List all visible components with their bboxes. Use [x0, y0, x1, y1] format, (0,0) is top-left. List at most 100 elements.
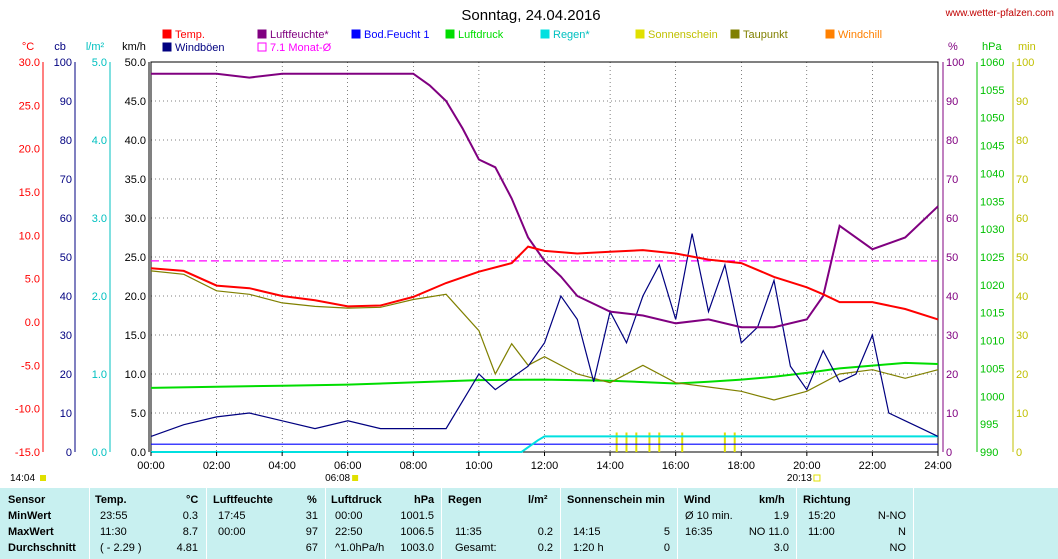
- series-line-windb-en: [150, 233, 939, 437]
- stats-cell-temp-val: 0.3: [182, 510, 198, 522]
- axis-tick-right: 20: [1016, 369, 1028, 381]
- axis-tick-left: 0: [66, 447, 72, 459]
- axis-tick-left: 10.0: [19, 230, 40, 242]
- axis-tick-right: 990: [980, 447, 998, 459]
- stats-header-temp: Temp.: [95, 494, 127, 506]
- stats-header-wind-unit: km/h: [759, 494, 785, 506]
- axis-tick-left: 100: [54, 57, 72, 69]
- axis-tick-right: 0: [946, 447, 952, 459]
- stats-cell-temp-time: 23:55: [100, 510, 128, 522]
- stats-cell-sun-val: 5: [663, 526, 670, 538]
- chart-title: Sonntag, 24.04.2016: [461, 7, 600, 24]
- sunshine-bar: [648, 432, 651, 452]
- axis-tick-left: 35.0: [125, 174, 146, 186]
- axis-tick-right: 50: [946, 252, 958, 264]
- stats-header-hum: Luftfeuchte: [213, 494, 273, 506]
- x-tick-label: 12:00: [531, 460, 559, 472]
- axis-tick-left: 20.0: [19, 144, 40, 156]
- axis-tick-left: -5.0: [21, 360, 40, 372]
- axis-tick-left: 90: [60, 96, 72, 108]
- axis-tick-left: 25.0: [19, 100, 40, 112]
- legend-swatch: [351, 29, 361, 39]
- axis-tick-right: 80: [946, 135, 958, 147]
- legend-swatch: [257, 42, 267, 52]
- legend-swatch: [540, 29, 550, 39]
- axis-tick-right: 1045: [980, 141, 1004, 153]
- axis-tick-right: 30: [946, 330, 958, 342]
- x-tick-label: 00:00: [137, 460, 165, 472]
- sunrise-icon: [352, 475, 359, 481]
- axis-tick-left: 50.0: [125, 57, 146, 69]
- axis-tick-right: 995: [980, 419, 998, 431]
- axis-tick-right: 1060: [980, 57, 1004, 69]
- legend-swatch: [257, 29, 267, 39]
- stats-cell-press-time: ^1.0hPa/h: [335, 542, 385, 554]
- legend-label: Luftfeuchte*: [270, 29, 329, 41]
- axis-tick-left: 3.0: [92, 213, 107, 225]
- stats-cell-dir-val: N-NO: [877, 510, 906, 522]
- axis-tick-right: 70: [1016, 174, 1028, 186]
- axis-tick-left: 15.0: [125, 330, 146, 342]
- stats-cell-temp-time: 11:30: [100, 526, 127, 538]
- sunset-label: 20:13: [787, 473, 812, 484]
- axis-tick-left: 60: [60, 213, 72, 225]
- axis-tick-left: 0.0: [25, 317, 40, 329]
- axis-tick-right: 90: [946, 96, 958, 108]
- axis-tick-right: 50: [1016, 252, 1028, 264]
- stats-header-press: Luftdruck: [331, 494, 382, 506]
- axis-tick-left: 25.0: [125, 252, 146, 264]
- axis-tick-left: 20.0: [125, 291, 146, 303]
- x-tick-label: 16:00: [662, 460, 690, 472]
- axis-tick-right: 100: [946, 57, 964, 69]
- legend-swatch: [445, 29, 455, 39]
- stats-header-hum-unit: %: [307, 494, 317, 506]
- axis-unit-left: °C: [22, 41, 34, 53]
- axis-tick-left: 0.0: [131, 447, 146, 459]
- legend-label: Luftdruck: [458, 29, 504, 41]
- website-label[interactable]: www.wetter-pfalzen.com: [945, 8, 1054, 19]
- axis-tick-left: -10.0: [15, 404, 40, 416]
- stats-cell-label: Durchschnitt: [8, 542, 76, 554]
- stats-cell-rain-time: 11:35: [455, 526, 482, 538]
- stats-cell-hum-time: 00:00: [218, 526, 246, 538]
- weather-chart: Sonntag, 24.04.2016 www.wetter-pfalzen.c…: [10, 7, 1054, 484]
- axis-tick-right: 1015: [980, 308, 1004, 320]
- legend-label: Windböen: [175, 42, 225, 54]
- axis-tick-right: 20: [946, 369, 958, 381]
- stats-header-dir: Richtung: [803, 494, 851, 506]
- axis-tick-right: 1035: [980, 196, 1004, 208]
- stats-cell-rain-val: 0.2: [537, 526, 553, 538]
- axis-tick-right: 40: [1016, 291, 1028, 303]
- axis-tick-right: 0: [1016, 447, 1022, 459]
- stats-cell-press-time: 00:00: [335, 510, 363, 522]
- legend-swatch: [162, 29, 172, 39]
- sunshine-bar: [615, 432, 618, 452]
- x-tick-label: 08:00: [400, 460, 428, 472]
- stats-cell-wind-val: 3.0: [773, 542, 789, 554]
- x-tick-label: 02:00: [203, 460, 231, 472]
- x-tick-label: 20:00: [793, 460, 821, 472]
- axis-tick-right: 80: [1016, 135, 1028, 147]
- axis-tick-left: 40: [60, 291, 72, 303]
- axis-tick-left: 15.0: [19, 187, 40, 199]
- sunset-icon: [813, 474, 821, 482]
- axis-tick-left: 70: [60, 174, 72, 186]
- sunshine-bar: [625, 432, 628, 452]
- series-line-luftdruck: [150, 361, 939, 389]
- sunshine-bar: [733, 432, 736, 452]
- legend-swatch: [825, 29, 835, 39]
- axis-tick-left: 5.0: [131, 408, 146, 420]
- stats-header-sensor: Sensor: [8, 494, 46, 506]
- stats-cell-rain-time: Gesamt:: [455, 542, 497, 554]
- axis-tick-right: 60: [1016, 213, 1028, 225]
- axis-tick-left: 30.0: [125, 213, 146, 225]
- statistics-table: Sensor Temp. °C Luftfeuchte % Luftdruck …: [0, 487, 1058, 559]
- series-line-temp-: [150, 245, 939, 321]
- x-tick-label: 22:00: [859, 460, 887, 472]
- x-tick-label: 24:00: [924, 460, 952, 472]
- axis-tick-right: 1000: [980, 391, 1004, 403]
- legend-label: Windchill: [838, 29, 882, 41]
- sunrise-label: 06:08: [325, 473, 350, 484]
- sunshine-bar: [658, 432, 661, 452]
- axis-unit-right: %: [948, 41, 958, 53]
